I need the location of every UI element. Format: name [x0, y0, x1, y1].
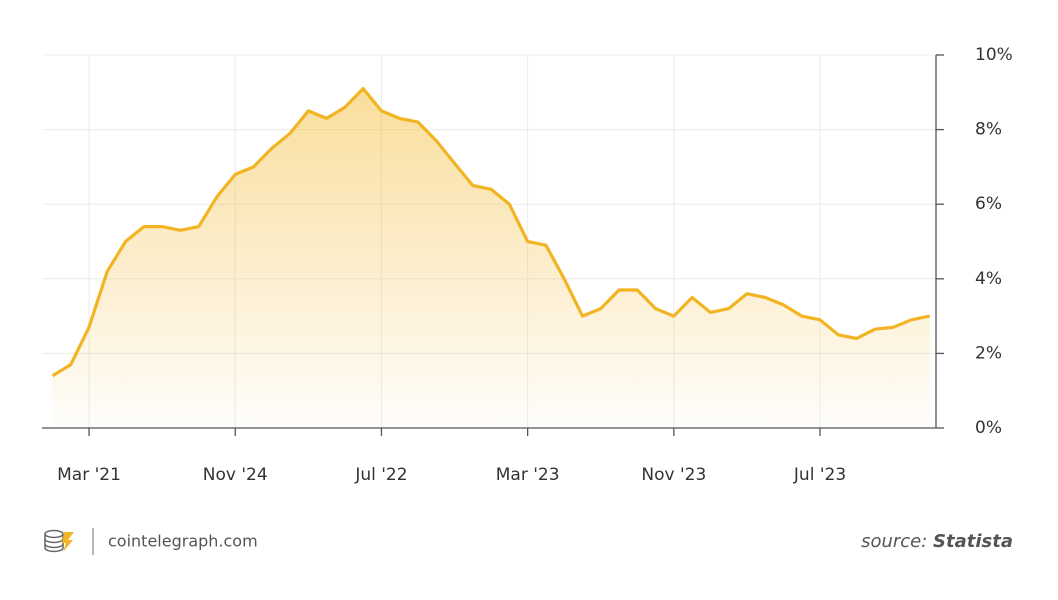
- logo: [44, 529, 74, 553]
- y-tick-label: 6%: [975, 194, 1002, 214]
- area: [52, 88, 930, 428]
- x-tick-label: Jul '23: [793, 465, 846, 485]
- x-tick-label: Nov '24: [203, 465, 268, 485]
- site-name: cointelegraph.com: [108, 532, 258, 551]
- source: source: Statista: [861, 531, 1013, 552]
- source-name: Statista: [933, 531, 1013, 552]
- line: [51, 87, 931, 378]
- x-tick-label: Mar '21: [57, 465, 121, 485]
- x-tick-label: Nov '23: [641, 465, 706, 485]
- y-tick-label: 8%: [975, 120, 1002, 140]
- x-tick-label: Mar '23: [496, 465, 560, 485]
- x-tick-label: Jul '22: [354, 465, 407, 485]
- y-tick-label: 0%: [975, 418, 1002, 438]
- y-tick-label: 2%: [975, 343, 1002, 363]
- y-tick-label: 10%: [975, 45, 1013, 65]
- source-label: source:: [861, 531, 927, 552]
- y-tick-label: 4%: [975, 269, 1002, 289]
